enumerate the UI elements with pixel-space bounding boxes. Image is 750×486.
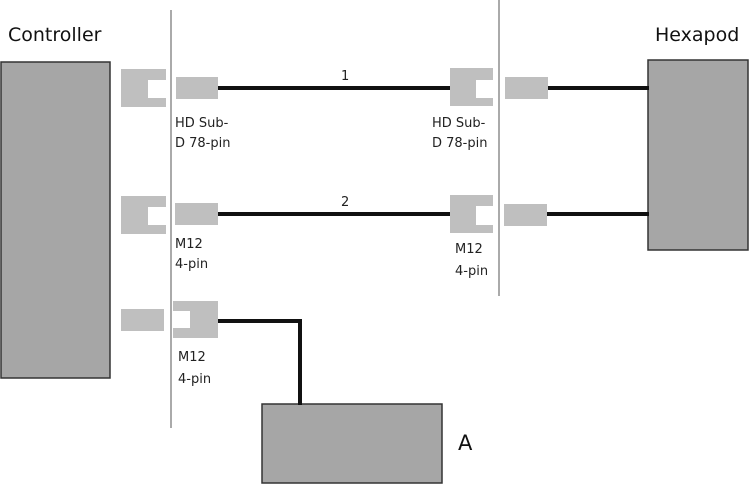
device-a-label: A [458,431,473,455]
connector-label: 4-pin [455,264,488,279]
female-connector-controller-2 [121,196,166,234]
male-connector-cable-1 [176,77,218,99]
device-a-box [261,403,443,484]
connector-label: M12 [455,242,483,257]
connector-label: D 78-pin [175,136,230,151]
female-connector-cable-3 [173,301,218,338]
cable-3 [218,319,302,405]
connector-label: M12 [178,350,206,365]
connector-label: D 78-pin [432,136,487,151]
connector-label: M12 [175,237,203,252]
connector-label: HD Sub- [175,116,229,131]
hexapod-box [647,59,749,251]
controller-box [0,61,111,379]
connector-label: 4-pin [175,257,208,272]
female-connector-cable-2 [450,195,493,233]
male-connector-hexapod-2 [504,204,547,226]
male-connector-hexapod-1 [505,77,548,99]
female-connector-cable-1 [450,68,493,106]
controller-label: Controller [8,24,102,46]
male-connector-controller-3 [121,309,164,331]
cable-2-label: 2 [341,195,349,210]
male-connector-cable-2 [175,203,218,225]
connector-label: 4-pin [178,372,211,387]
connector-label: HD Sub- [432,116,486,131]
female-connector-controller-1 [121,69,166,107]
cable-1-label: 1 [341,69,349,84]
hexapod-label: Hexapod [655,24,739,46]
